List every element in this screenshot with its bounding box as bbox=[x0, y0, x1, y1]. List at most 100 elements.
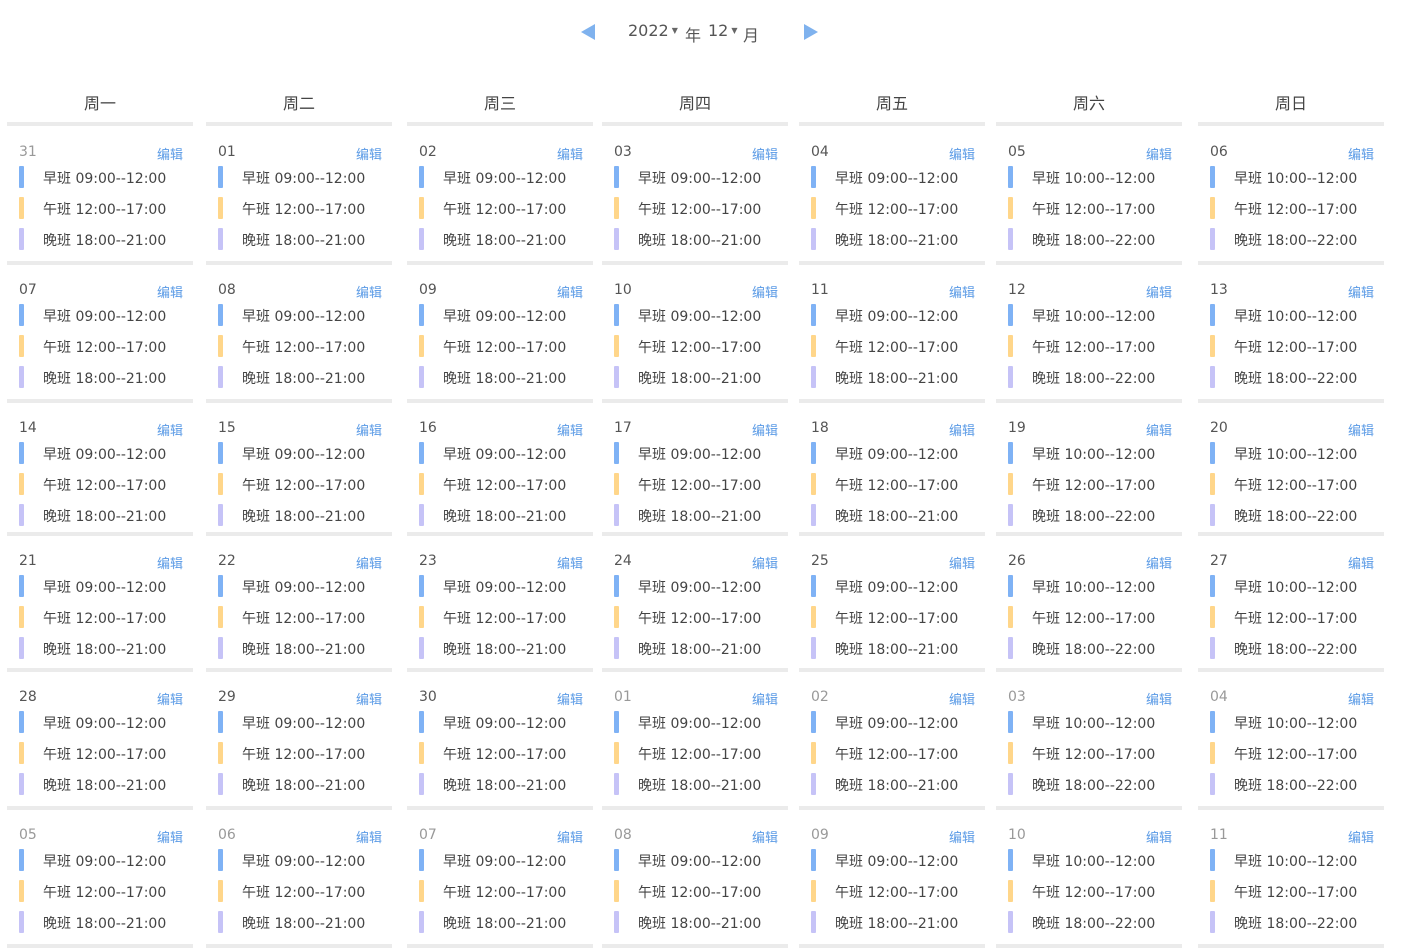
shift-label: 早班 09:00--12:00 bbox=[443, 309, 567, 325]
edit-link[interactable]: 编辑 bbox=[156, 148, 183, 163]
edit-link[interactable]: 编辑 bbox=[556, 557, 583, 572]
edit-link[interactable]: 编辑 bbox=[948, 424, 975, 439]
day-cell: 08 编辑 早班 09:00--12:00 午班 12:00--17:00 晚班 18:… bbox=[206, 266, 392, 403]
shift-color-bar bbox=[811, 911, 816, 933]
edit-link[interactable]: 编辑 bbox=[751, 831, 778, 846]
shift-label: 早班 10:00--12:00 bbox=[1234, 716, 1358, 732]
weekday-header: 周一 bbox=[7, 92, 193, 126]
edit-link[interactable]: 编辑 bbox=[156, 557, 183, 572]
edit-link[interactable]: 编辑 bbox=[1145, 831, 1172, 846]
edit-link[interactable]: 编辑 bbox=[355, 424, 382, 439]
edit-link[interactable]: 编辑 bbox=[1347, 557, 1374, 572]
shift-label: 早班 09:00--12:00 bbox=[638, 447, 762, 463]
day-cell: 04 编辑 早班 09:00--12:00 午班 12:00--17:00 晚班 18:… bbox=[799, 128, 985, 265]
day-cell: 17 编辑 早班 09:00--12:00 午班 12:00--17:00 晚班 18:… bbox=[602, 404, 788, 536]
day-cell: 06 编辑 早班 10:00--12:00 午班 12:00--17:00 晚班 18:… bbox=[1198, 128, 1384, 265]
shift-color-bar bbox=[1210, 773, 1215, 795]
shift-label: 午班 12:00--17:00 bbox=[43, 340, 167, 356]
edit-link[interactable]: 编辑 bbox=[751, 286, 778, 301]
day-cell: 09 编辑 早班 09:00--12:00 午班 12:00--17:00 晚班 18:… bbox=[799, 811, 985, 948]
shift-label: 午班 12:00--17:00 bbox=[835, 340, 959, 356]
shift-color-bar bbox=[218, 166, 223, 188]
edit-link[interactable]: 编辑 bbox=[1145, 693, 1172, 708]
edit-link[interactable]: 编辑 bbox=[751, 424, 778, 439]
shift-color-bar bbox=[614, 473, 619, 495]
edit-link[interactable]: 编辑 bbox=[948, 831, 975, 846]
shift-color-bar bbox=[614, 366, 619, 388]
shift-color-bar bbox=[218, 197, 223, 219]
shift-label: 早班 09:00--12:00 bbox=[43, 580, 167, 596]
shift-label: 午班 12:00--17:00 bbox=[1032, 340, 1156, 356]
edit-link[interactable]: 编辑 bbox=[948, 557, 975, 572]
edit-link[interactable]: 编辑 bbox=[1145, 557, 1172, 572]
edit-link[interactable]: 编辑 bbox=[751, 148, 778, 163]
edit-link[interactable]: 编辑 bbox=[355, 148, 382, 163]
day-cell: 11 编辑 早班 10:00--12:00 午班 12:00--17:00 晚班 18:… bbox=[1198, 811, 1384, 948]
edit-link[interactable]: 编辑 bbox=[355, 831, 382, 846]
shift-label: 晚班 18:00--21:00 bbox=[638, 642, 762, 658]
month-select[interactable]: 12 ▼ bbox=[708, 21, 738, 40]
month-unit: 月 bbox=[743, 26, 760, 45]
day-number: 26 bbox=[1008, 553, 1026, 569]
edit-link[interactable]: 编辑 bbox=[751, 557, 778, 572]
day-number: 02 bbox=[811, 689, 829, 705]
shift-label: 早班 09:00--12:00 bbox=[242, 580, 366, 596]
shift-color-bar bbox=[811, 166, 816, 188]
edit-link[interactable]: 编辑 bbox=[556, 693, 583, 708]
edit-link[interactable]: 编辑 bbox=[1347, 286, 1374, 301]
day-number: 10 bbox=[614, 282, 632, 298]
shift-color-bar bbox=[218, 880, 223, 902]
shift-color-bar bbox=[419, 335, 424, 357]
shift-label: 早班 09:00--12:00 bbox=[43, 309, 167, 325]
edit-link[interactable]: 编辑 bbox=[156, 831, 183, 846]
shift-label: 午班 12:00--17:00 bbox=[835, 747, 959, 763]
day-number: 30 bbox=[419, 689, 437, 705]
shift-color-bar bbox=[419, 228, 424, 250]
edit-link[interactable]: 编辑 bbox=[156, 693, 183, 708]
edit-link[interactable]: 编辑 bbox=[948, 148, 975, 163]
day-number: 08 bbox=[614, 827, 632, 843]
triangle-right-icon[interactable] bbox=[804, 24, 818, 40]
edit-link[interactable]: 编辑 bbox=[1145, 424, 1172, 439]
edit-link[interactable]: 编辑 bbox=[1347, 693, 1374, 708]
shift-label: 午班 12:00--17:00 bbox=[1234, 611, 1358, 627]
edit-link[interactable]: 编辑 bbox=[1347, 424, 1374, 439]
year-select[interactable]: 2022 ▼ bbox=[628, 21, 678, 40]
shift-color-bar bbox=[811, 197, 816, 219]
edit-link[interactable]: 编辑 bbox=[1347, 148, 1374, 163]
day-number: 03 bbox=[1008, 689, 1026, 705]
shift-label: 早班 09:00--12:00 bbox=[443, 447, 567, 463]
edit-link[interactable]: 编辑 bbox=[1145, 148, 1172, 163]
shift-color-bar bbox=[419, 606, 424, 628]
shift-color-bar bbox=[19, 911, 24, 933]
edit-link[interactable]: 编辑 bbox=[556, 286, 583, 301]
edit-link[interactable]: 编辑 bbox=[556, 424, 583, 439]
shift-color-bar bbox=[19, 880, 24, 902]
edit-link[interactable]: 编辑 bbox=[355, 286, 382, 301]
edit-link[interactable]: 编辑 bbox=[156, 424, 183, 439]
shift-color-bar bbox=[614, 849, 619, 871]
edit-link[interactable]: 编辑 bbox=[556, 831, 583, 846]
shift-label: 晚班 18:00--21:00 bbox=[43, 233, 167, 249]
shift-color-bar bbox=[1008, 711, 1013, 733]
shift-color-bar bbox=[218, 366, 223, 388]
day-cell: 24 编辑 早班 09:00--12:00 午班 12:00--17:00 晚班 18:… bbox=[602, 537, 788, 672]
day-cell: 01 编辑 早班 09:00--12:00 午班 12:00--17:00 晚班 18:… bbox=[602, 673, 788, 810]
day-cell: 31 编辑 早班 09:00--12:00 午班 12:00--17:00 晚班 18:… bbox=[7, 128, 193, 265]
shift-label: 晚班 18:00--22:00 bbox=[1234, 916, 1358, 932]
shift-label: 晚班 18:00--21:00 bbox=[443, 233, 567, 249]
edit-link[interactable]: 编辑 bbox=[948, 693, 975, 708]
day-number: 27 bbox=[1210, 553, 1228, 569]
edit-link[interactable]: 编辑 bbox=[156, 286, 183, 301]
triangle-left-icon[interactable] bbox=[581, 24, 595, 40]
edit-link[interactable]: 编辑 bbox=[355, 693, 382, 708]
shift-label: 午班 12:00--17:00 bbox=[835, 885, 959, 901]
edit-link[interactable]: 编辑 bbox=[556, 148, 583, 163]
day-number: 11 bbox=[1210, 827, 1228, 843]
edit-link[interactable]: 编辑 bbox=[948, 286, 975, 301]
shift-label: 晚班 18:00--22:00 bbox=[1032, 233, 1156, 249]
edit-link[interactable]: 编辑 bbox=[355, 557, 382, 572]
edit-link[interactable]: 编辑 bbox=[1145, 286, 1172, 301]
edit-link[interactable]: 编辑 bbox=[1347, 831, 1374, 846]
edit-link[interactable]: 编辑 bbox=[751, 693, 778, 708]
